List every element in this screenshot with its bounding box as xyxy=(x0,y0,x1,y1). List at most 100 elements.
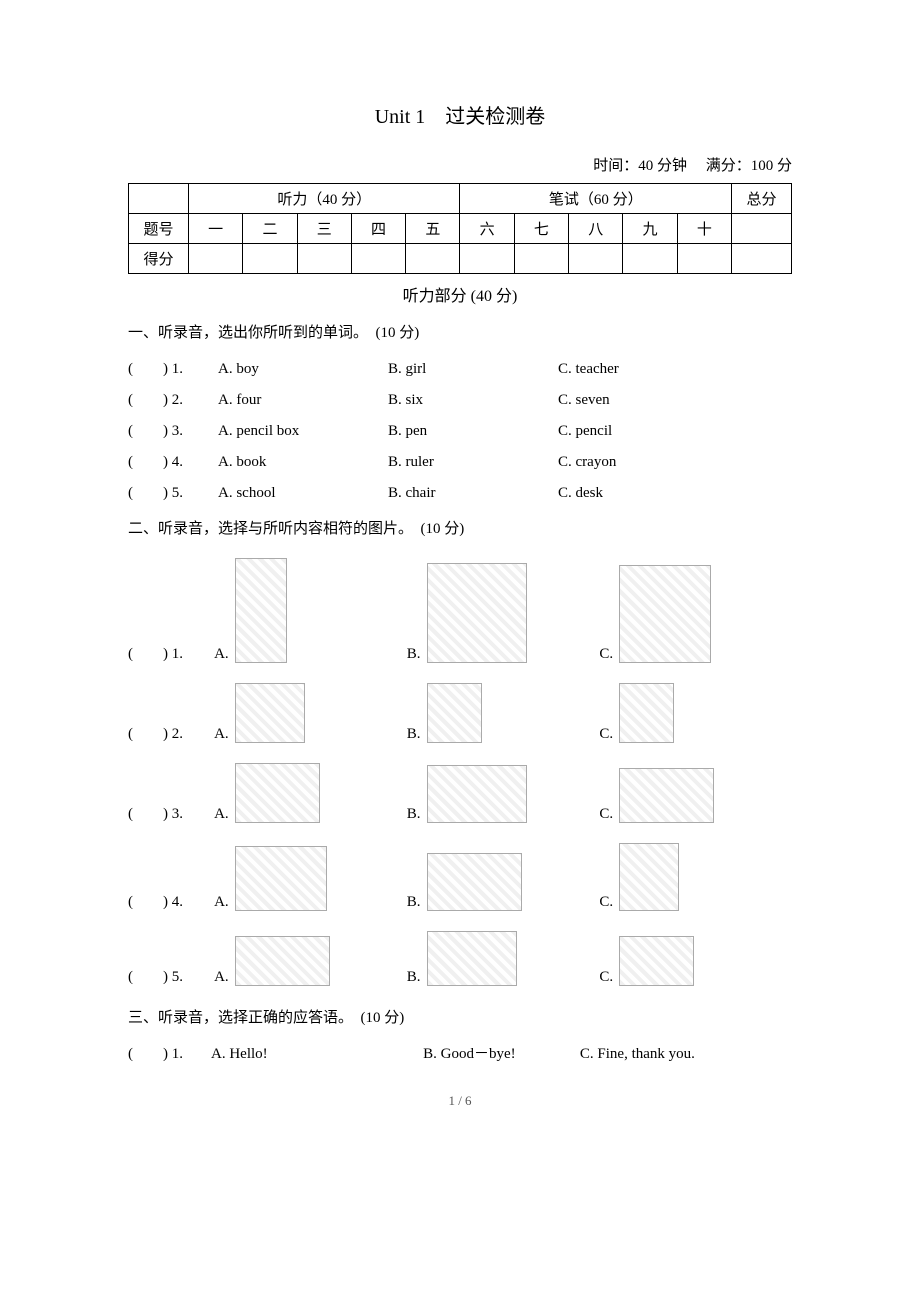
q2-item-2: ( ) 2. A. B. C. xyxy=(128,683,792,743)
score-cell[interactable] xyxy=(677,244,731,274)
opt-a: A. book xyxy=(218,454,388,471)
meta-time: 时间：40 分钟 xyxy=(593,158,687,174)
q2-item-5: ( ) 5. A. B. C. xyxy=(128,931,792,986)
q1-item-3: ( ) 3. A. pencil box B. pen C. pencil xyxy=(128,419,792,440)
option-label: C. xyxy=(599,969,613,986)
rulers-image xyxy=(235,936,330,986)
option-label: B. xyxy=(407,726,421,743)
option-label: C. xyxy=(599,806,613,823)
opt-a: A. Hello! xyxy=(211,1046,423,1063)
score-cell[interactable] xyxy=(351,244,405,274)
col-4: 四 xyxy=(351,214,405,244)
pic-option: C. xyxy=(599,683,762,743)
q2-item-4: ( ) 4. A. B. C. xyxy=(128,843,792,911)
school-image xyxy=(427,853,522,911)
option-label: A. xyxy=(214,969,229,986)
desk-image xyxy=(235,846,327,911)
worker-image xyxy=(619,565,711,663)
q3-instruction: 三、听录音，选择正确的应答语。 (10 分) xyxy=(128,1006,792,1027)
score-cell[interactable] xyxy=(623,244,677,274)
col-10: 十 xyxy=(677,214,731,244)
col-5: 五 xyxy=(406,214,460,244)
page-title: Unit 1 过关检测卷 xyxy=(128,100,792,129)
opt-a: A. pencil box xyxy=(218,423,388,440)
answer-blank[interactable]: ( ) 4. xyxy=(128,450,218,471)
pic-option: A. xyxy=(214,683,377,743)
score-cell[interactable] xyxy=(569,244,623,274)
pic-option: C. xyxy=(599,843,762,911)
q1-item-5: ( ) 5. A. school B. chair C. desk xyxy=(128,481,792,502)
col-3: 三 xyxy=(297,214,351,244)
answer-blank[interactable]: ( ) 1. xyxy=(128,357,218,378)
opt-c: C. seven xyxy=(558,392,728,409)
pic-option: A. xyxy=(214,846,377,911)
pic-option: C. xyxy=(599,565,762,663)
q1-instruction: 一、听录音，选出你所听到的单词。 (10 分) xyxy=(128,321,792,342)
col-8: 八 xyxy=(569,214,623,244)
answer-blank[interactable]: ( ) 1. xyxy=(128,1042,211,1063)
crayons-image xyxy=(619,936,694,986)
answer-blank[interactable]: ( ) 3. xyxy=(128,419,218,440)
three-pencils-image xyxy=(235,763,320,823)
opt-c: C. Fine, thank you. xyxy=(580,1046,792,1063)
pens-cross-image xyxy=(427,931,517,986)
col-9: 九 xyxy=(623,214,677,244)
four-pencils-image xyxy=(427,765,527,823)
header-listening: 听力（40 分） xyxy=(189,184,460,214)
opt-a: A. school xyxy=(218,485,388,502)
meta-full: 满分：100 分 xyxy=(706,158,792,174)
header-written: 笔试（60 分） xyxy=(460,184,732,214)
option-label: B. xyxy=(407,806,421,823)
score-cell[interactable] xyxy=(406,244,460,274)
nurse-image xyxy=(235,558,287,663)
answer-blank[interactable]: ( ) 2. xyxy=(128,722,214,743)
pic-option: C. xyxy=(599,768,762,823)
answer-blank[interactable]: ( ) 4. xyxy=(128,890,214,911)
chair-image xyxy=(619,843,679,911)
score-cell[interactable] xyxy=(189,244,243,274)
score-cell[interactable] xyxy=(243,244,297,274)
answer-blank[interactable]: ( ) 5. xyxy=(128,481,218,502)
pic-option: A. xyxy=(214,936,377,986)
listening-section-title: 听力部分 (40 分) xyxy=(128,282,792,306)
option-label: A. xyxy=(214,806,229,823)
score-cell[interactable] xyxy=(297,244,351,274)
q1-items: ( ) 1. A. boy B. girl C. teacher ( ) 2. … xyxy=(128,357,792,502)
score-cell[interactable] xyxy=(514,244,568,274)
option-label: C. xyxy=(599,646,613,663)
opt-c: C. crayon xyxy=(558,454,728,471)
pic-option: A. xyxy=(214,558,377,663)
q2-instruction: 二、听录音，选择与所听内容相符的图片。 (10 分) xyxy=(128,517,792,538)
q1-item-2: ( ) 2. A. four B. six C. seven xyxy=(128,388,792,409)
answer-blank[interactable]: ( ) 3. xyxy=(128,802,214,823)
option-label: B. xyxy=(407,969,421,986)
row-score-label: 得分 xyxy=(129,244,189,274)
q3-item-1: ( ) 1. A. Hello! B. Good－bye! C. Fine, t… xyxy=(128,1042,792,1063)
opt-b: B. pen xyxy=(388,423,558,440)
answer-blank[interactable]: ( ) 1. xyxy=(128,642,214,663)
exam-meta: 时间：40 分钟 满分：100 分 xyxy=(128,154,792,175)
option-label: A. xyxy=(214,646,229,663)
pic-option: B. xyxy=(407,683,570,743)
header-total: 总分 xyxy=(732,184,792,214)
answer-blank[interactable]: ( ) 5. xyxy=(128,965,214,986)
opt-b: B. six xyxy=(388,392,558,409)
number-9-image xyxy=(619,683,674,743)
row-num-label: 题号 xyxy=(129,214,189,244)
score-cell[interactable] xyxy=(732,244,792,274)
col-1: 一 xyxy=(189,214,243,244)
q1-item-1: ( ) 1. A. boy B. girl C. teacher xyxy=(128,357,792,378)
number-7-image xyxy=(427,683,482,743)
exam-page: Unit 1 过关检测卷 时间：40 分钟 满分：100 分 听力（40 分） … xyxy=(0,0,920,1109)
option-label: A. xyxy=(214,894,229,911)
opt-c: C. desk xyxy=(558,485,728,502)
opt-b: B. girl xyxy=(388,361,558,378)
opt-b: B. chair xyxy=(388,485,558,502)
pic-option: B. xyxy=(407,765,570,823)
three-pens-image xyxy=(619,768,714,823)
option-label: B. xyxy=(407,894,421,911)
answer-blank[interactable]: ( ) 2. xyxy=(128,388,218,409)
option-label: A. xyxy=(214,726,229,743)
opt-b: B. Good－bye! xyxy=(423,1042,580,1063)
score-cell[interactable] xyxy=(460,244,514,274)
